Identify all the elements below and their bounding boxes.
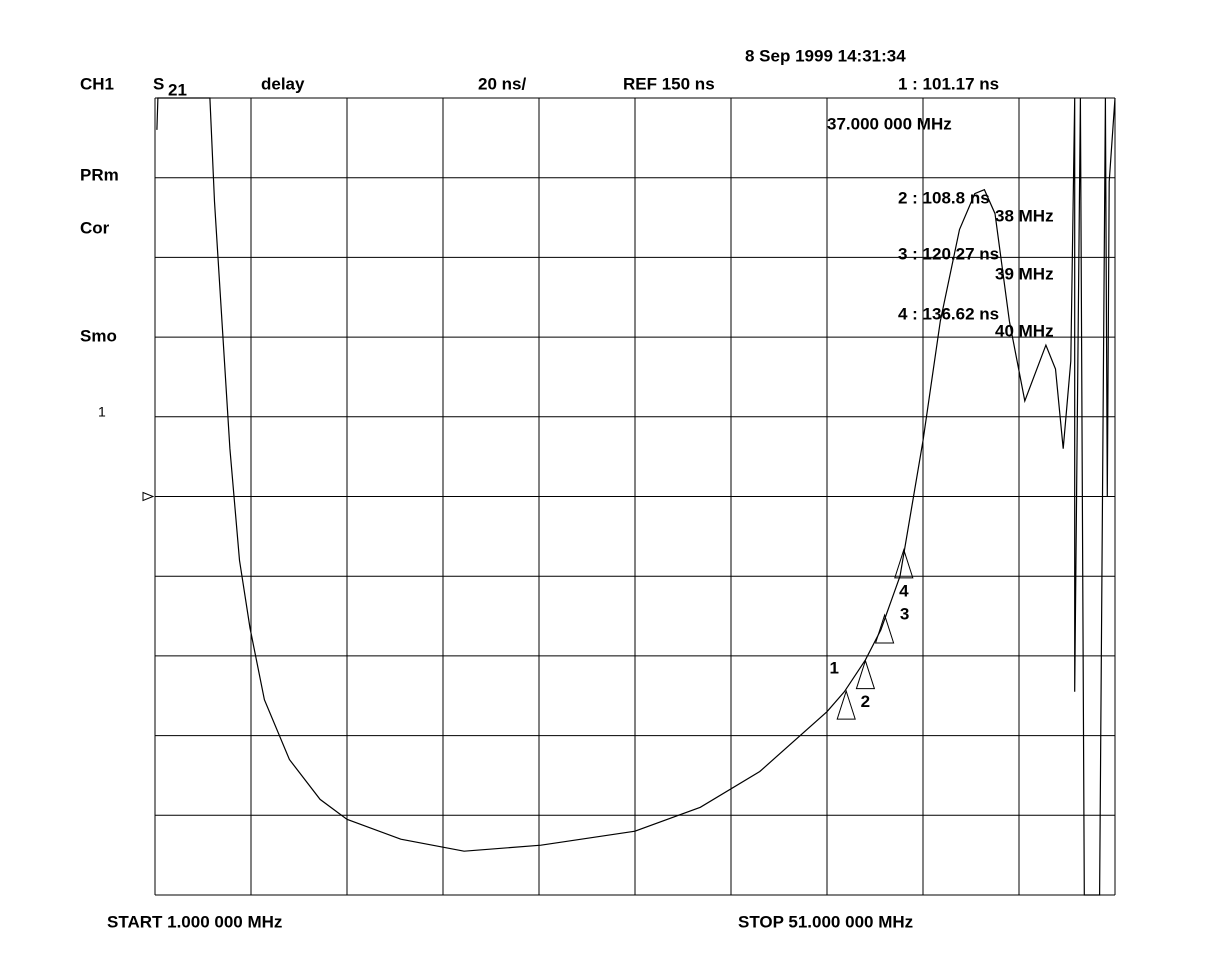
ref: REF 150 ns	[623, 74, 715, 93]
scale: 20 ns/	[478, 74, 526, 93]
marker	[894, 548, 914, 579]
ref-pointer	[142, 491, 155, 502]
marker-readout: 3 : 120.27 ns	[898, 244, 999, 263]
marker	[874, 613, 895, 644]
marker-freq: 39 MHz	[995, 264, 1054, 283]
marker-readout: 2 : 108.8 ns	[898, 188, 990, 207]
marker-number: 3	[900, 604, 909, 623]
channel: CH1	[80, 74, 114, 93]
side-label: PRm	[80, 165, 119, 184]
start: START 1.000 000 MHz	[107, 912, 282, 931]
marker	[836, 689, 856, 720]
param-sub: 21	[168, 80, 187, 99]
trace	[156, 97, 1116, 896]
marker-number: 4	[899, 581, 909, 600]
side-label: Cor	[80, 218, 110, 237]
marker-freq: 38 MHz	[995, 206, 1054, 225]
marker-readout: 1 : 101.17 ns	[898, 74, 999, 93]
param: S	[153, 74, 164, 93]
stop: STOP 51.000 000 MHz	[738, 912, 913, 931]
format: delay	[261, 74, 305, 93]
marker-freq: 37.000 000 MHz	[827, 114, 952, 133]
marker-number: 1	[829, 659, 838, 678]
side-label: Smo	[80, 326, 117, 345]
marker-readout: 4 : 136.62 ns	[898, 304, 999, 323]
marker	[855, 659, 876, 690]
marker-number: 2	[861, 692, 870, 711]
trace-number: 1	[98, 404, 106, 420]
marker-freq: 40 MHz	[995, 321, 1054, 340]
date: 8 Sep 1999 14:31:34	[745, 46, 906, 65]
